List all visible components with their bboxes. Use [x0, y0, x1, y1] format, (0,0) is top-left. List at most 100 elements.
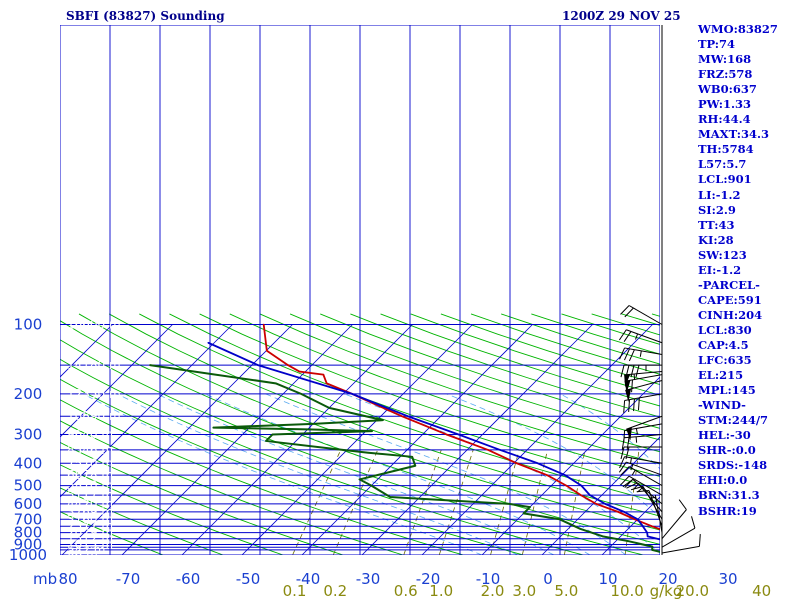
- dewpoint-point-24: [627, 540, 629, 542]
- temperature-point-2: [287, 364, 289, 366]
- parcel-point-11: [623, 511, 625, 513]
- pressure-label-400: 400: [14, 454, 43, 472]
- dewpoint-point-8: [371, 430, 373, 432]
- pressure-unit-label: mb: [33, 570, 57, 588]
- chart-grid: [60, 25, 696, 555]
- dewpoint-point-11: [329, 447, 332, 450]
- temperature-tick-11: 30: [718, 570, 737, 588]
- temperature-point-5: [325, 382, 328, 385]
- height-label-1000: 86 m: [67, 548, 98, 562]
- parcel-point-1: [257, 364, 259, 366]
- temperature-point-8: [445, 433, 448, 436]
- temperature-tick-10: 20: [658, 570, 677, 588]
- dewpoint-point-2: [300, 393, 302, 395]
- mixing-ratio-label-2: 0.6: [394, 582, 418, 600]
- index-2: MW:168: [698, 52, 752, 67]
- height-label-250: 10890 m: [67, 409, 121, 423]
- index-17: -PARCEL-: [698, 277, 760, 292]
- parcel-point-18: [690, 549, 692, 551]
- temperature-point-20: [690, 544, 692, 546]
- dry-adiabat-10: [78, 313, 660, 531]
- pressure-label-600: 600: [14, 495, 43, 513]
- temperature-tick-8: 0: [543, 570, 553, 588]
- index-11: LI:-1.2: [698, 187, 741, 202]
- index-10: LCL:901: [698, 172, 752, 187]
- isotherm-10: [181, 324, 413, 555]
- station-title: SBFI (83827) Sounding: [66, 9, 225, 23]
- chart-series: [149, 323, 701, 555]
- parcel-point-15: [646, 535, 649, 538]
- moist-adiabat-0: [83, 393, 483, 555]
- mixing-ratio-line-8: [690, 450, 696, 555]
- wind-barb-23: [661, 534, 701, 554]
- index-1: TP:74: [698, 37, 736, 52]
- isotherm-7: [60, 324, 233, 498]
- index-20: LCL:830: [698, 322, 752, 337]
- height-label-800: 2029 m: [67, 526, 113, 540]
- index-4: WB0:637: [698, 82, 757, 97]
- dewpoint-point-21: [558, 518, 561, 521]
- wind-barb-7: [623, 393, 663, 413]
- index-13: TT:43: [698, 217, 735, 232]
- dewpoint-point-23: [601, 535, 604, 538]
- mixing-ratio-label-3: 1.0: [429, 582, 453, 600]
- isotherm-16: [541, 436, 660, 555]
- temperature-tick-9: 10: [598, 570, 617, 588]
- pressure-label-800: 800: [14, 524, 43, 542]
- mixing-ratio-label-10: g/kg: [650, 582, 683, 600]
- temperature-point-7: [400, 415, 403, 418]
- wind-barb-21: [661, 499, 687, 540]
- index-24: MPL:145: [698, 383, 756, 398]
- dewpoint-point-27: [666, 553, 668, 555]
- mixing-ratio-line-1: [332, 449, 379, 555]
- pressure-label-100: 100: [14, 316, 43, 334]
- index-6: RH:44.4: [698, 112, 751, 127]
- dry-adiabat-2: [60, 464, 285, 555]
- dewpoint-point-0: [149, 364, 151, 366]
- height-label-100: 16600 m: [67, 318, 121, 332]
- height-label-350: 8546 m: [67, 443, 113, 457]
- index-12: SI:2.9: [698, 202, 736, 217]
- temperature-point-4: [322, 373, 325, 376]
- dewpoint-point-16: [370, 484, 373, 487]
- parcel-point-19: [699, 553, 701, 555]
- wind-barb-12: [619, 456, 663, 469]
- temperature-point-11: [546, 474, 548, 476]
- mixing-ratio-label-5: 3.0: [512, 582, 536, 600]
- temperature-tick-1: -70: [116, 570, 141, 588]
- temperature-point-19: [680, 538, 682, 540]
- temperature-tick-5: -30: [356, 570, 381, 588]
- mixing-ratio-label-8: 20.0: [676, 582, 709, 600]
- height-label-200: 12350 m: [67, 387, 121, 401]
- isotherm-6: [60, 324, 173, 438]
- index-28: SHR-:0.0: [698, 443, 756, 458]
- index-23: EL:215: [698, 368, 744, 383]
- dewpoint-point-13: [411, 456, 413, 458]
- height-label-300: 9640 m: [67, 427, 113, 441]
- index-30: EHI:0.0: [698, 473, 748, 488]
- temperature-tick-0: 80: [58, 570, 77, 588]
- temperature-point-18: [669, 532, 671, 534]
- height-label-850: 1512 m: [67, 532, 113, 546]
- index-16: EI:-1.2: [698, 262, 742, 277]
- index-26: STM:244/7: [698, 413, 769, 428]
- temperature-point-21: [699, 549, 701, 551]
- dry-adiabat-3: [60, 441, 345, 555]
- pressure-label-900: 900: [14, 535, 43, 553]
- mixing-ratio-label-4: 2.0: [481, 582, 505, 600]
- dewpoint-point-15: [358, 478, 361, 481]
- temperature-point-17: [650, 525, 653, 528]
- dewpoint-point-22: [579, 528, 581, 530]
- wind-barb-14: [620, 466, 663, 487]
- height-label-950: 542 m: [67, 543, 105, 557]
- parcel-point-8: [580, 484, 583, 487]
- wind-barb-2: [619, 347, 663, 362]
- dewpoint-point-14: [414, 464, 417, 467]
- index-27: HEL:-30: [698, 428, 751, 443]
- dewpoint-point-17: [389, 496, 391, 498]
- height-label-150: 14180 m: [67, 358, 121, 372]
- dewpoint-point-10: [265, 440, 267, 442]
- parcel-trace: [207, 341, 660, 541]
- temperature-point-12: [565, 484, 568, 487]
- parcel-point-9: [589, 494, 591, 496]
